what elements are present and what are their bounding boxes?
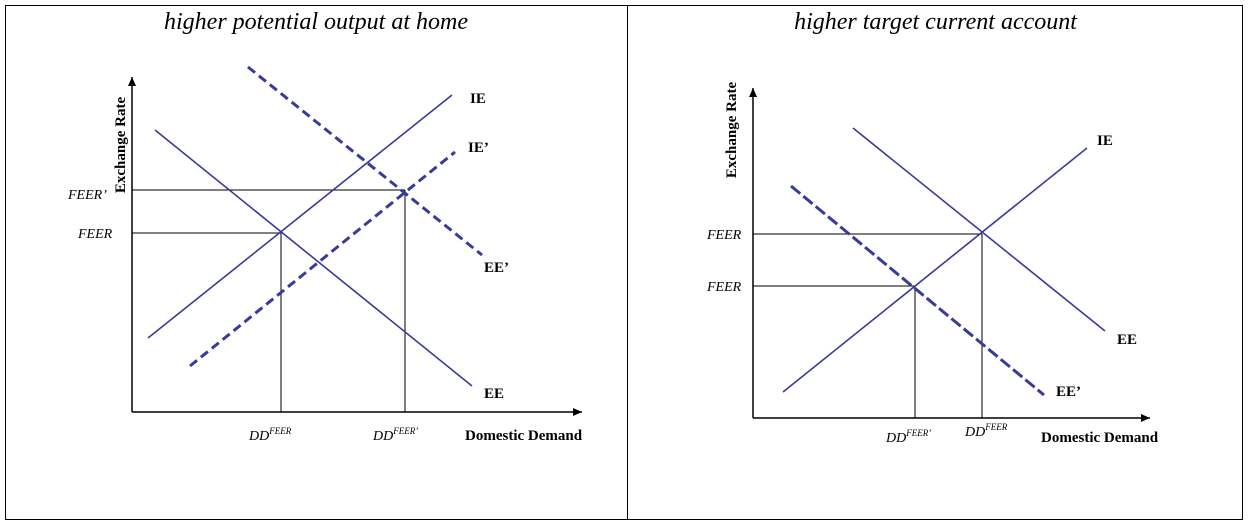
right-ee-prime-line: [790, 184, 1045, 397]
right-y-axis-label: Exchange Rate: [724, 82, 740, 179]
left-ie-line: [147, 94, 453, 339]
right-dd-feer-prime-tick: DDFEER’: [885, 428, 931, 446]
left-ie-prime-line: [189, 150, 456, 368]
left-ee-line: [154, 129, 473, 387]
left-ee-prime-line: [247, 65, 483, 257]
left-ie-prime-label: IE’: [468, 140, 489, 156]
right-ee-label: EE: [1117, 332, 1137, 348]
figure-frame: [5, 5, 1243, 520]
right-ie-label: IE: [1097, 133, 1113, 149]
left-panel: Exchange Rate Domestic Demand IE IE’ EE’…: [67, 65, 583, 444]
left-dd-feer-tick: DDFEER: [248, 426, 292, 444]
left-feer-prime-tick: FEER’: [67, 188, 107, 203]
left-feer-tick: FEER: [77, 227, 113, 242]
left-ee-label: EE: [484, 386, 504, 402]
left-ie-label: IE: [470, 91, 486, 107]
right-ee-prime-label: EE’: [1056, 384, 1081, 400]
left-dd-feer-prime-tick: DDFEER’: [372, 426, 418, 444]
right-feer-upper-tick: FEER: [706, 228, 742, 243]
right-ee-line: [852, 127, 1106, 332]
left-ee-prime-label: EE’: [484, 260, 509, 276]
right-feer-lower-tick: FEER: [706, 280, 742, 295]
left-panel-title: higher potential output at home: [164, 9, 468, 35]
right-x-axis-label: Domestic Demand: [1041, 430, 1159, 446]
right-dd-feer-tick: DDFEER: [964, 422, 1008, 440]
panel-divider: [627, 5, 628, 520]
left-x-axis-label: Domestic Demand: [465, 428, 583, 444]
right-panel-title: higher target current account: [794, 9, 1077, 35]
left-y-axis-label: Exchange Rate: [113, 97, 129, 194]
right-ie-line: [782, 147, 1088, 393]
right-panel: Exchange Rate Domestic Demand IE EE EE’ …: [706, 82, 1159, 446]
